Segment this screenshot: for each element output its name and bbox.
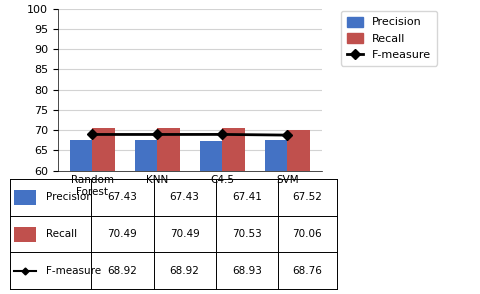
Text: 67.43: 67.43 bbox=[169, 193, 199, 203]
Text: 67.41: 67.41 bbox=[231, 193, 261, 203]
Bar bbox=[92, 128, 115, 294]
Legend: Precision, Recall, F-measure: Precision, Recall, F-measure bbox=[340, 11, 436, 66]
Text: Recall: Recall bbox=[46, 229, 77, 239]
Bar bbox=[70, 141, 92, 294]
Text: 67.43: 67.43 bbox=[108, 193, 137, 203]
Text: 68.92: 68.92 bbox=[108, 266, 137, 276]
Bar bbox=[264, 140, 287, 294]
Text: 70.49: 70.49 bbox=[108, 229, 137, 239]
FancyBboxPatch shape bbox=[14, 190, 36, 205]
Text: F-measure: F-measure bbox=[46, 266, 101, 276]
FancyBboxPatch shape bbox=[14, 227, 36, 242]
Text: 70.06: 70.06 bbox=[292, 229, 322, 239]
Text: Precision: Precision bbox=[46, 193, 92, 203]
Text: 70.49: 70.49 bbox=[169, 229, 199, 239]
Bar bbox=[199, 141, 222, 294]
Text: 68.93: 68.93 bbox=[231, 266, 261, 276]
Text: 67.52: 67.52 bbox=[292, 193, 322, 203]
Bar bbox=[222, 128, 245, 294]
Bar bbox=[134, 141, 157, 294]
Text: 68.92: 68.92 bbox=[169, 266, 199, 276]
Text: 70.53: 70.53 bbox=[231, 229, 261, 239]
Bar bbox=[287, 130, 310, 294]
Text: 68.76: 68.76 bbox=[292, 266, 322, 276]
Bar bbox=[157, 128, 180, 294]
